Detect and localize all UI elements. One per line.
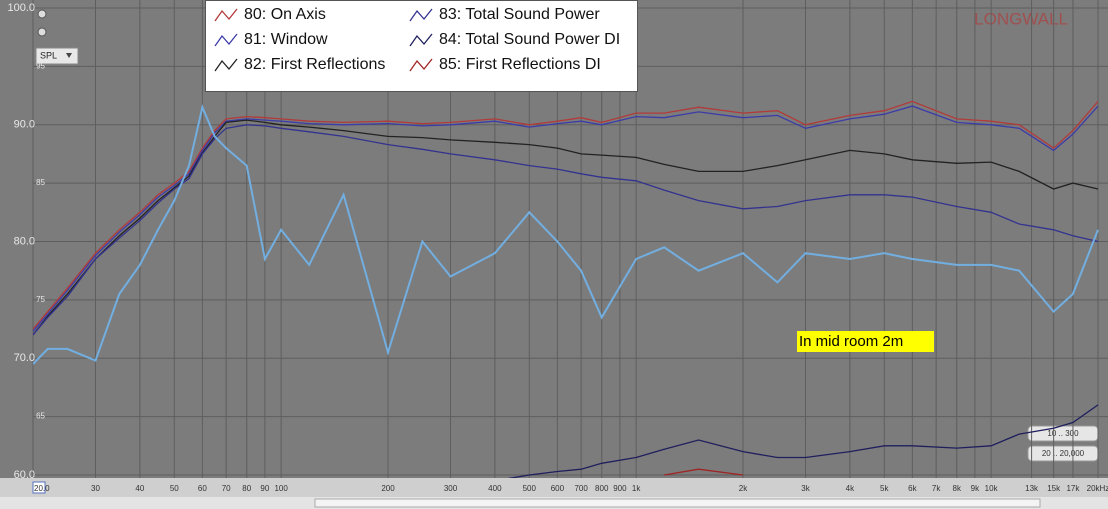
y-tick-label: 70.0 bbox=[14, 352, 35, 364]
range-button-label: 20 .. 20,000 bbox=[1042, 449, 1085, 458]
x-tick-label: 7k bbox=[932, 484, 941, 493]
legend-label: 80: On Axis bbox=[244, 6, 326, 23]
legend-label: 84: Total Sound Power DI bbox=[439, 31, 621, 48]
legend-icon bbox=[214, 33, 238, 47]
legend-entry[interactable]: 81: Window bbox=[214, 31, 328, 49]
x-tick-label: 40 bbox=[135, 484, 144, 493]
x-tick-label: 60 bbox=[198, 484, 207, 493]
x-tick-label: 3k bbox=[801, 484, 810, 493]
legend-swatch bbox=[214, 58, 238, 72]
x-tick-label: 70 bbox=[222, 484, 231, 493]
legend-icon bbox=[409, 8, 433, 22]
legend-entry[interactable]: 84: Total Sound Power DI bbox=[409, 31, 620, 49]
series-line bbox=[33, 105, 1099, 332]
legend-icon bbox=[409, 33, 433, 47]
x-tick-label: 17k bbox=[1066, 484, 1080, 493]
legend-icon bbox=[214, 8, 238, 22]
x-tick-label: 900 bbox=[613, 484, 627, 493]
legend-entry[interactable]: 82: First Reflections bbox=[214, 56, 385, 74]
plot-lines bbox=[33, 100, 1099, 478]
x-origin-box bbox=[32, 481, 46, 494]
y-tick-label: 65 bbox=[36, 412, 45, 421]
y-tick-label: 85 bbox=[36, 178, 45, 187]
x-tick-label: 50 bbox=[170, 484, 179, 493]
x-tick-label: 8k bbox=[953, 484, 962, 493]
x-tick-label: 800 bbox=[595, 484, 609, 493]
legend-icon bbox=[409, 58, 433, 72]
dropdown-arrow bbox=[66, 53, 72, 58]
scrollbar-thumb[interactable] bbox=[314, 498, 1041, 508]
series-line bbox=[33, 103, 1099, 365]
x-tick-label: 2k bbox=[739, 484, 748, 493]
x-tick-label: 90 bbox=[260, 484, 269, 493]
x-tick-label: 600 bbox=[551, 484, 565, 493]
legend-label: 81: Window bbox=[244, 31, 328, 48]
x-tick-label: 6k bbox=[908, 484, 917, 493]
legend-swatch bbox=[214, 33, 238, 47]
x-axis-strip bbox=[0, 478, 1108, 497]
y-tick-label: 90.0 bbox=[14, 119, 35, 131]
zoom-icon[interactable] bbox=[37, 9, 47, 19]
x-tick-label: 80 bbox=[242, 484, 251, 493]
x-tick-label: 20kHz bbox=[1087, 484, 1108, 493]
series-line bbox=[33, 124, 1099, 336]
x-tick-label: 200 bbox=[381, 484, 395, 493]
y-tick-label: 80.0 bbox=[14, 235, 35, 247]
x-tick-label: 10k bbox=[985, 484, 999, 493]
legend-entry[interactable]: 85: First Reflections DI bbox=[409, 56, 601, 74]
dropdown-label: SPL bbox=[40, 50, 57, 60]
legend-label: 83: Total Sound Power bbox=[439, 6, 600, 23]
x-tick-label: 500 bbox=[523, 484, 537, 493]
x-tick-label: 1k bbox=[632, 484, 641, 493]
x-tick-label: 9k bbox=[971, 484, 980, 493]
range-button-label: 10 .. 300 bbox=[1047, 429, 1079, 438]
legend-swatch bbox=[409, 58, 433, 72]
series-line bbox=[33, 119, 1099, 336]
x-tick-label: 4k bbox=[846, 484, 855, 493]
x-tick-label: 20.0 bbox=[34, 484, 50, 493]
legend-label: 82: First Reflections bbox=[244, 56, 386, 73]
series-line bbox=[664, 468, 744, 476]
annotation-bg bbox=[797, 331, 934, 352]
annotation-text: In mid room 2m bbox=[799, 333, 903, 350]
y-tick-label: 95 bbox=[36, 61, 45, 70]
y-tick-label: 75 bbox=[36, 295, 45, 304]
annotation: In mid room 2m bbox=[797, 331, 934, 352]
x-tick-label: 13k bbox=[1025, 484, 1039, 493]
x-tick-label: 30 bbox=[91, 484, 100, 493]
watermark: LONGWALL bbox=[974, 9, 1068, 28]
series-line bbox=[507, 404, 1099, 478]
legend-icon bbox=[214, 58, 238, 72]
y-tick-label: 100.0 bbox=[7, 2, 35, 14]
x-tick-label: 300 bbox=[444, 484, 458, 493]
zoom-icon[interactable] bbox=[37, 27, 47, 37]
legend: 80: On Axis 81: Window 82: First Reflectio… bbox=[205, 0, 638, 92]
legend-label: 85: First Reflections DI bbox=[439, 56, 601, 73]
legend-swatch bbox=[214, 8, 238, 22]
x-tick-label: 700 bbox=[574, 484, 588, 493]
series-line bbox=[33, 100, 1099, 330]
sidebar-controls: SPL bbox=[35, 9, 79, 65]
legend-entry[interactable]: 83: Total Sound Power bbox=[409, 6, 600, 24]
spl-dropdown[interactable] bbox=[35, 47, 79, 65]
legend-swatch bbox=[409, 33, 433, 47]
x-tick-label: 15k bbox=[1047, 484, 1061, 493]
x-tick-label: 100 bbox=[274, 484, 288, 493]
legend-entry[interactable]: 80: On Axis bbox=[214, 6, 326, 24]
x-tick-label: 400 bbox=[488, 484, 502, 493]
y-tick-label: 60.0 bbox=[14, 469, 35, 481]
x-tick-label: 5k bbox=[880, 484, 889, 493]
legend-swatch bbox=[409, 8, 433, 22]
